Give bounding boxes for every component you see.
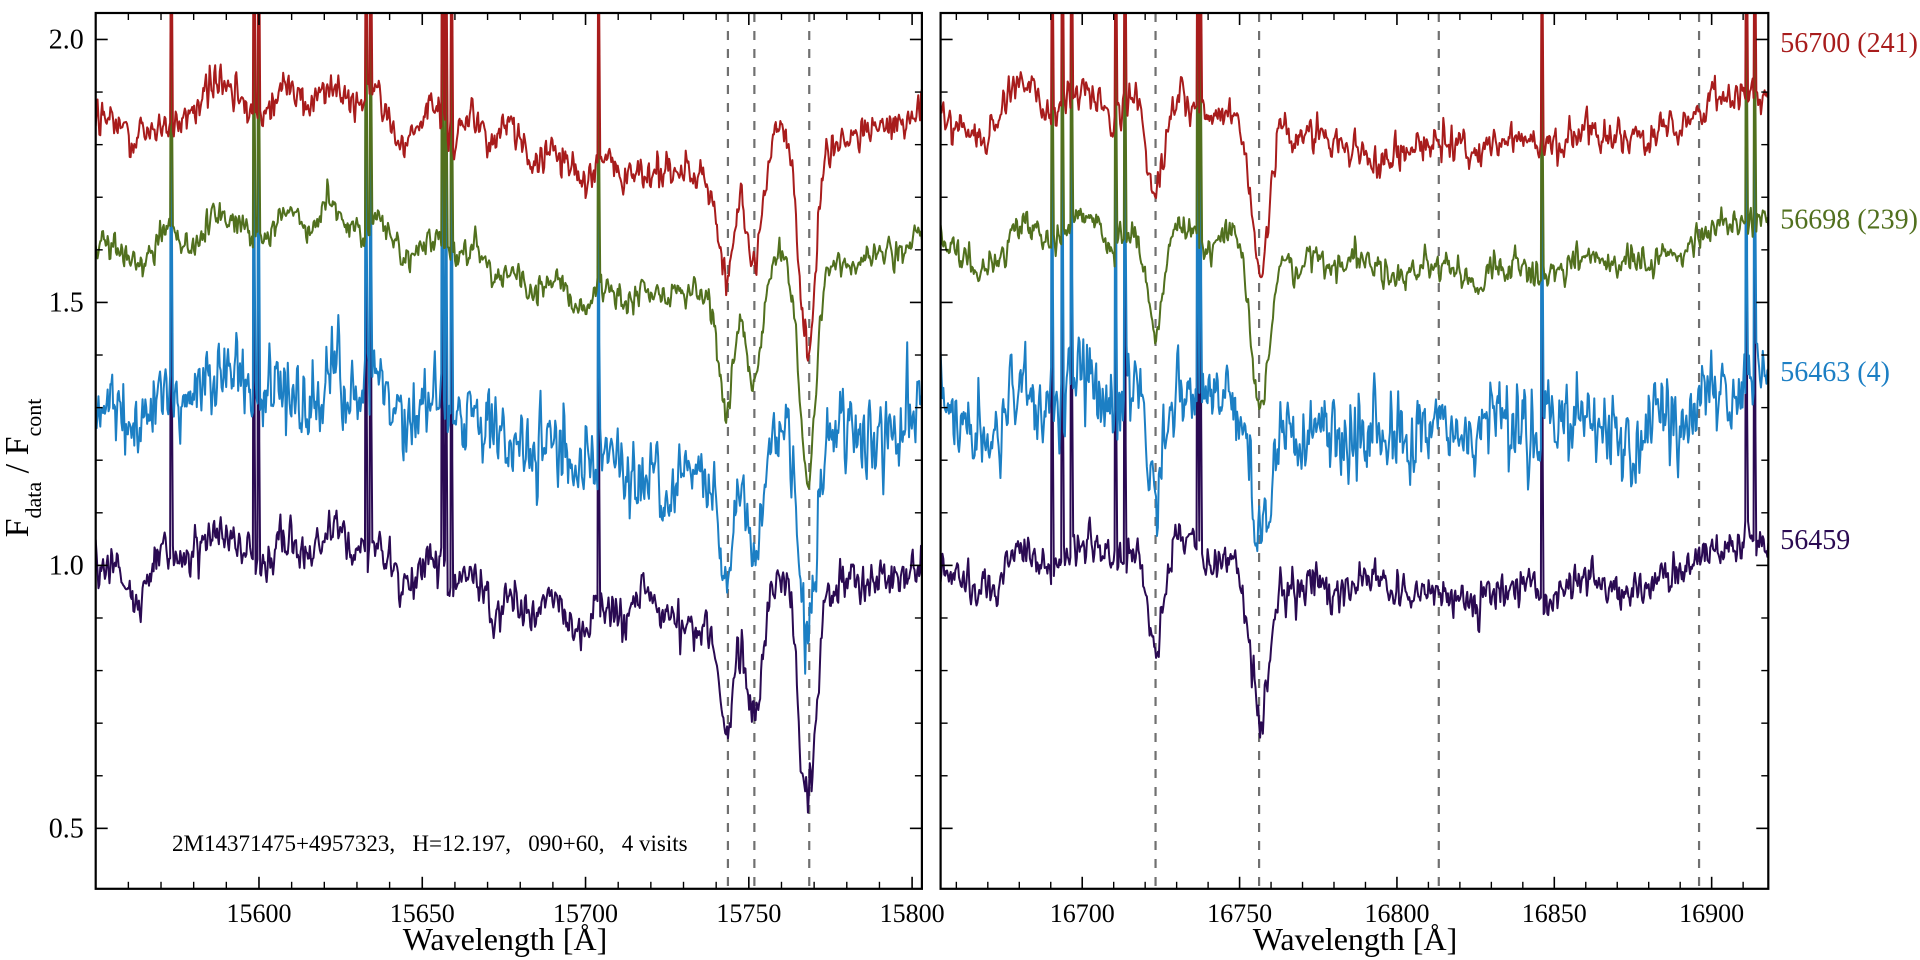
svg-text:0.5: 0.5 (49, 813, 84, 844)
svg-text:1.5: 1.5 (49, 287, 84, 318)
svg-text:56463 (4): 56463 (4) (1780, 357, 1890, 388)
svg-text:2.0: 2.0 (49, 24, 84, 55)
svg-text:15750: 15750 (716, 899, 781, 928)
svg-text:Wavelength [Å]: Wavelength [Å] (1253, 921, 1457, 957)
svg-text:16700: 16700 (1050, 899, 1115, 928)
svg-text:15800: 15800 (880, 899, 945, 928)
svg-text:56698 (239): 56698 (239) (1780, 204, 1918, 235)
svg-text:56700 (241): 56700 (241) (1780, 28, 1918, 59)
svg-text:2M14371475+4957323, H=12.197: 2M14371475+4957323, H=12.197, 090+60, 4 … (172, 831, 688, 856)
svg-text:56459: 56459 (1780, 525, 1850, 556)
svg-text:16900: 16900 (1679, 899, 1744, 928)
svg-text:Wavelength [Å]: Wavelength [Å] (403, 921, 607, 957)
svg-text:1.0: 1.0 (49, 550, 84, 581)
svg-text:16850: 16850 (1522, 899, 1587, 928)
svg-text:15600: 15600 (226, 899, 291, 928)
